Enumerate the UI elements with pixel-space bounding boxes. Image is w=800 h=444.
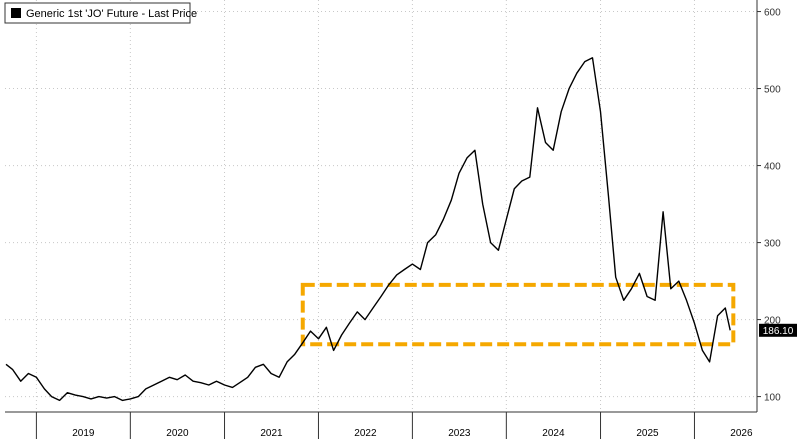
x-tick-label: 2022	[354, 428, 377, 439]
y-tick-label: 300	[764, 239, 781, 250]
legend-swatch	[11, 8, 21, 18]
highlight-band	[300, 282, 736, 347]
x-tick-label: 2026	[730, 428, 753, 439]
x-tick-label: 2024	[542, 428, 565, 439]
legend-label: Generic 1st 'JO' Future - Last Price	[26, 8, 197, 20]
y-tick-label: 500	[764, 85, 781, 96]
y-tick-label: 200	[764, 316, 781, 327]
x-tick-label: 2025	[636, 428, 659, 439]
x-tick-label: 2023	[448, 428, 471, 439]
legend: Generic 1st 'JO' Future - Last Price	[4, 2, 197, 24]
last-value-badge: 186.10	[759, 323, 797, 337]
y-tick-label: 600	[764, 8, 781, 19]
y-tick-label: 400	[764, 162, 781, 173]
price-series-line	[5, 57, 731, 402]
last-value-box	[759, 323, 797, 337]
series-layer	[5, 57, 731, 402]
x-tick-label: 2019	[72, 428, 95, 439]
x-tick-label: 2020	[166, 428, 189, 439]
highlight-band-layer	[300, 282, 736, 347]
y-tick-label: 100	[764, 393, 781, 404]
axis-layer: 100 200 300 400 500 600 2019 2020 2021 2022 2023 20…	[5, 0, 781, 439]
last-value-label: 186.10	[763, 326, 794, 337]
grid-layer	[5, 0, 757, 412]
legend-box	[4, 2, 191, 24]
x-tick-label: 2021	[260, 428, 283, 439]
